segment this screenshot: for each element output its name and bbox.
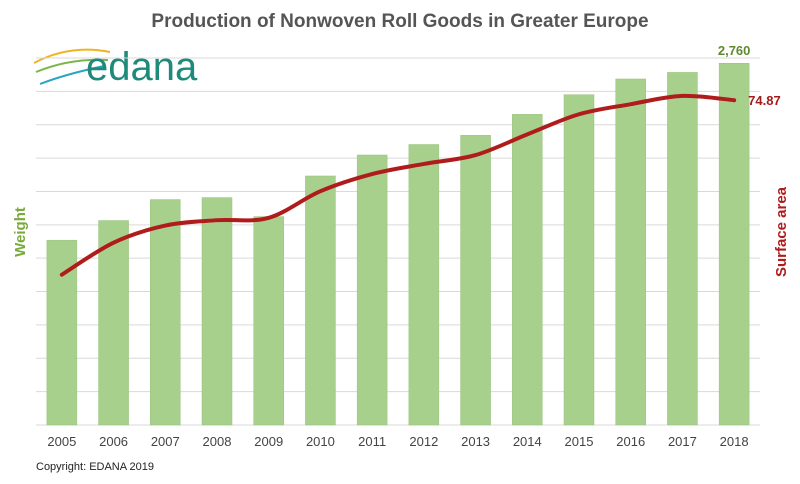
x-tick-2011: 2011 <box>358 434 386 449</box>
y-axis-left-label: Weight <box>12 207 29 257</box>
bar-2009 <box>253 216 284 426</box>
x-tick-2008: 2008 <box>203 434 232 449</box>
x-tick-2012: 2012 <box>409 434 438 449</box>
x-tick-2015: 2015 <box>565 434 594 449</box>
surface-area-data-label: 74.87 <box>748 93 781 108</box>
gridlines <box>36 57 760 426</box>
x-tick-2005: 2005 <box>47 434 76 449</box>
x-tick-2010: 2010 <box>306 434 335 449</box>
bar-2014 <box>512 114 543 426</box>
x-tick-2014: 2014 <box>513 434 542 449</box>
x-tick-2006: 2006 <box>99 434 128 449</box>
bar-2016 <box>615 78 646 426</box>
bar-2008 <box>201 197 233 426</box>
bar-2015 <box>563 94 595 426</box>
surface-area-series-line <box>59 93 737 277</box>
x-tick-2007: 2007 <box>151 434 180 449</box>
bar-2007 <box>150 199 181 426</box>
bar-2010 <box>305 175 336 426</box>
x-tick-2018: 2018 <box>720 434 749 449</box>
y-axis-right-label: Surface area <box>773 186 790 277</box>
bar-2005 <box>46 239 78 426</box>
surface-area-line <box>59 93 737 277</box>
x-tick-2013: 2013 <box>461 434 490 449</box>
bar-2017 <box>667 72 698 426</box>
x-axis-ticks: 2005 2006 2007 2008 2009 2010 2011 2012 2013 2014… <box>47 434 748 449</box>
bar-2018 <box>718 62 750 426</box>
chart-title: Production of Nonwoven Roll Goods in Gre… <box>151 11 648 32</box>
x-tick-2017: 2017 <box>668 434 697 449</box>
edana-logo: edana <box>33 45 198 89</box>
bar-2013 <box>460 135 491 426</box>
weight-bars <box>46 62 750 426</box>
bar-2012 <box>408 144 440 426</box>
x-tick-2009: 2009 <box>254 434 283 449</box>
weight-data-label: 2,760 <box>718 43 751 58</box>
bar-2011 <box>356 154 388 426</box>
edana-logo-text: edana <box>86 45 198 89</box>
x-tick-2016: 2016 <box>616 434 645 449</box>
copyright-text: Copyright: EDANA 2019 <box>36 461 154 473</box>
bar-2006 <box>98 220 129 426</box>
